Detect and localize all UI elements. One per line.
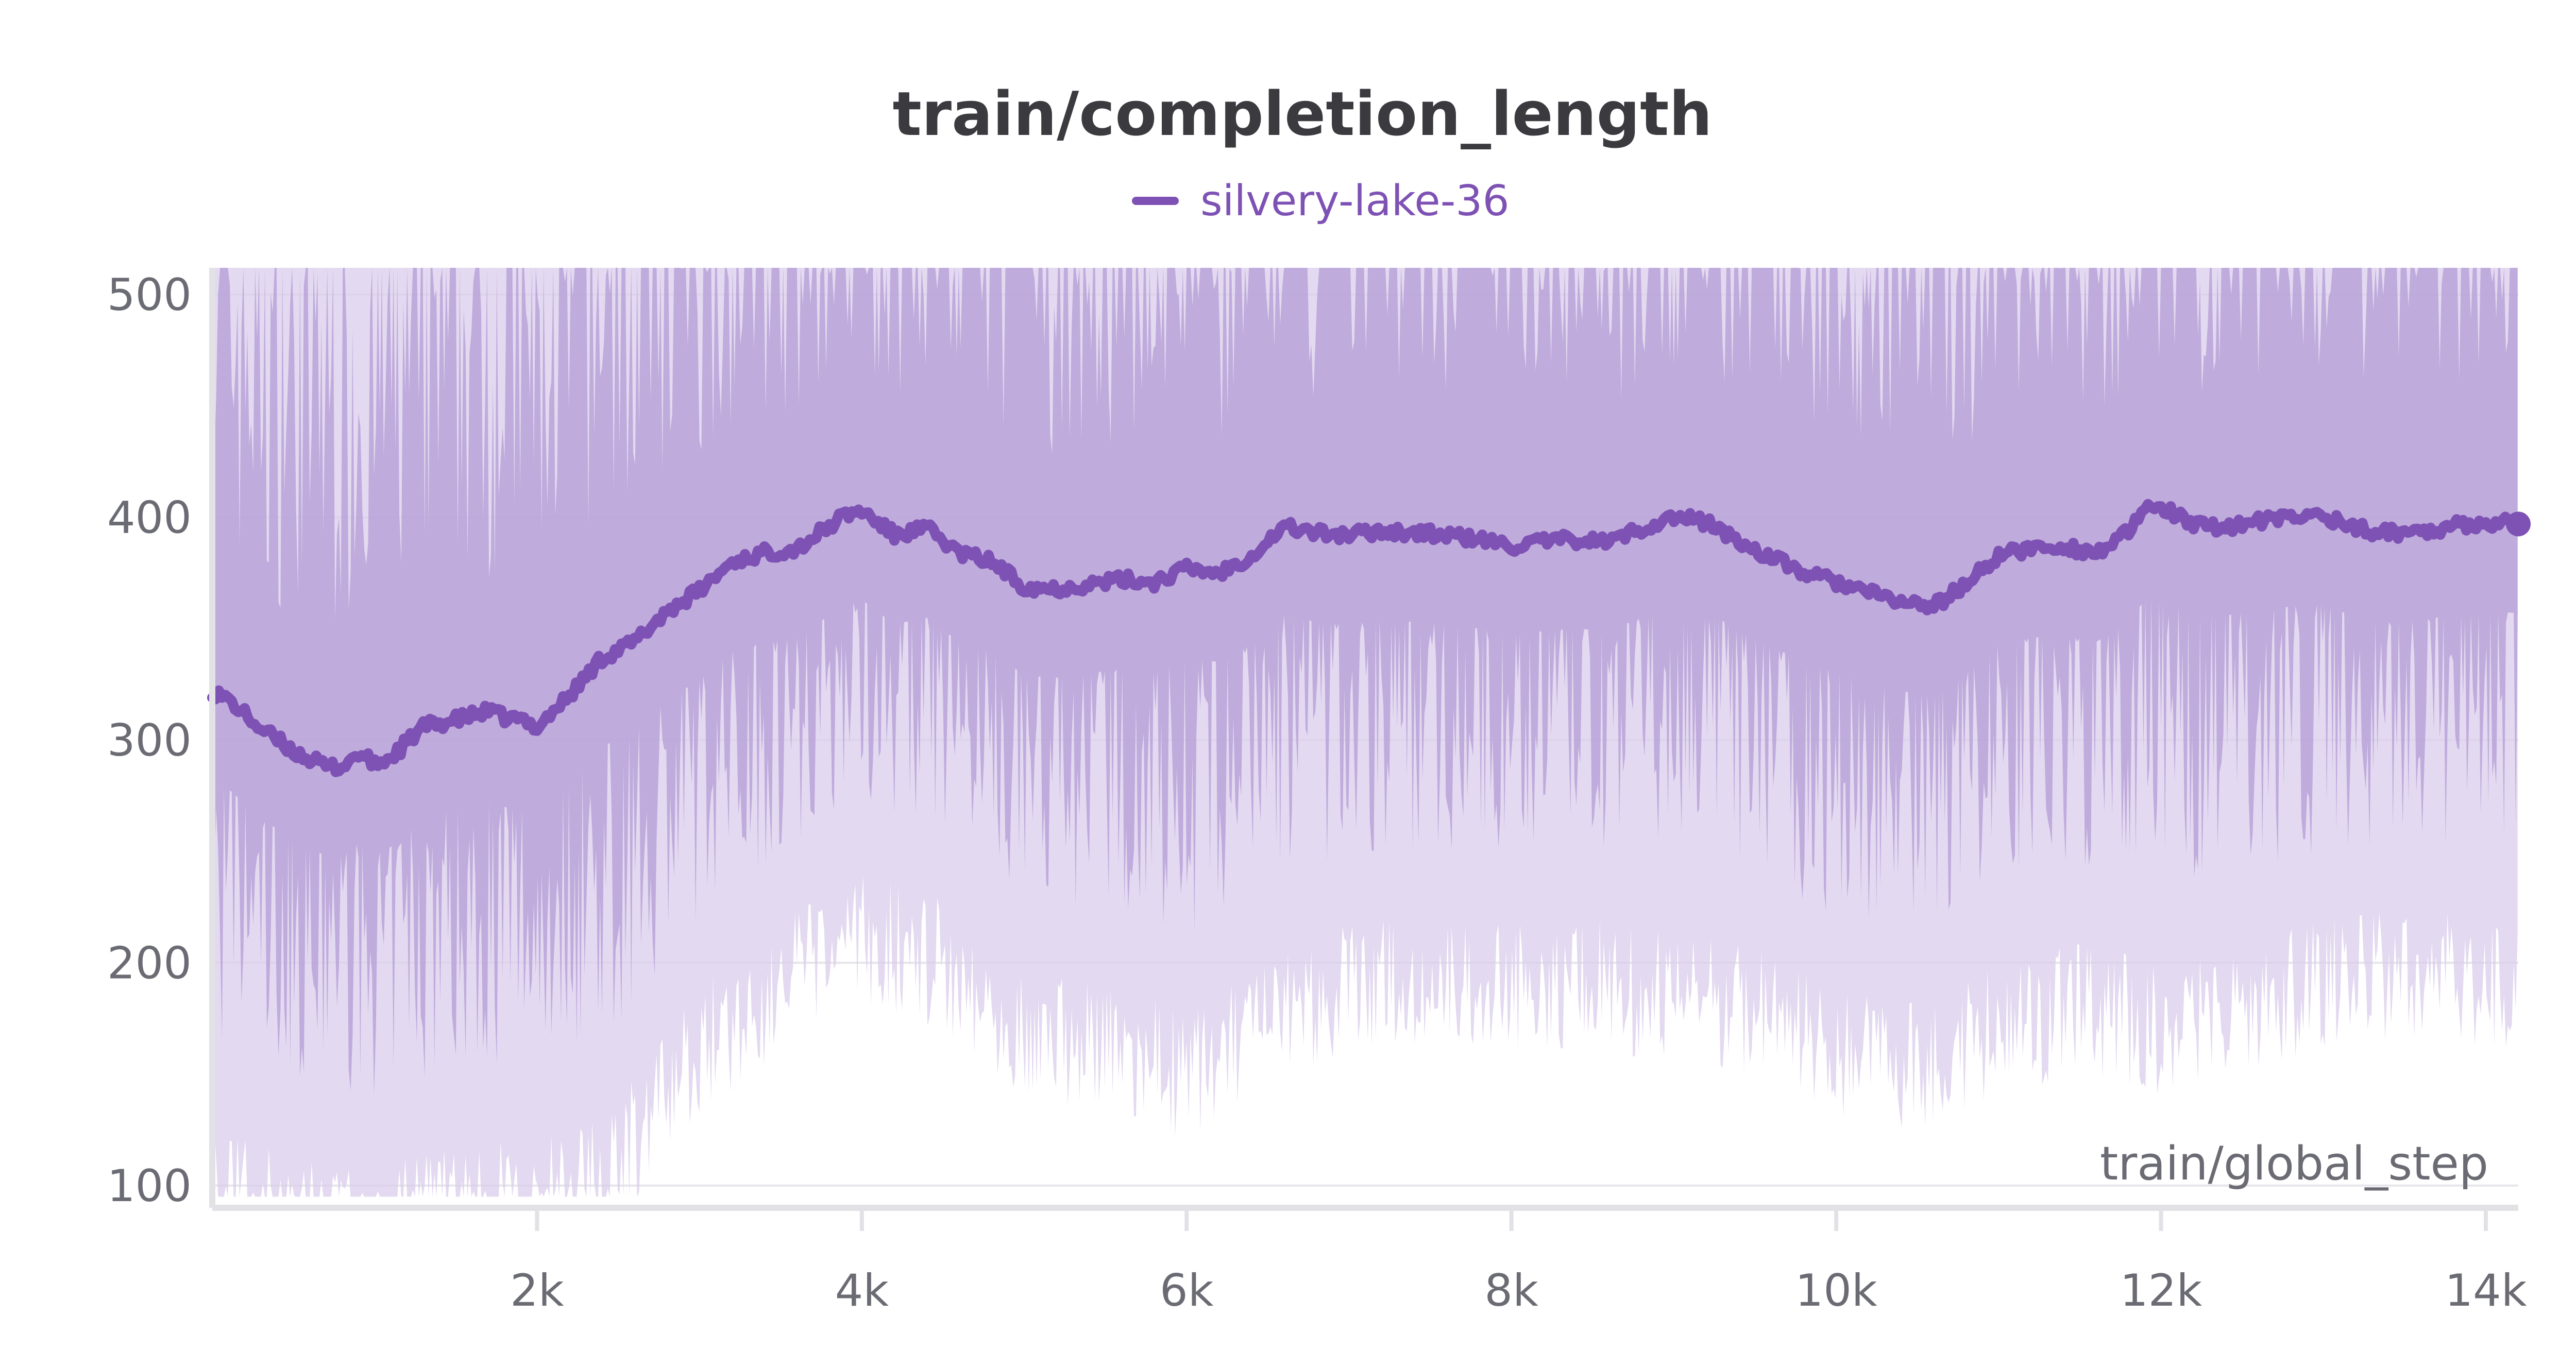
x-tick-label-10k: 10k (1795, 1265, 1877, 1316)
x-tick-label-4k: 4k (835, 1265, 889, 1316)
x-tick-label-12k: 12k (2120, 1265, 2202, 1316)
x-tick-label-6k: 6k (1160, 1265, 1214, 1316)
y-tick-label-200: 200 (107, 937, 192, 989)
y-tick-label-400: 400 (107, 492, 192, 543)
x-tick-label-14k: 14k (2445, 1265, 2527, 1316)
series-endpoint-marker[interactable] (2506, 511, 2531, 537)
y-tick-label-500: 500 (107, 269, 192, 321)
y-axis-ticks: 100 200 300 400 500 (107, 269, 192, 1212)
axes (209, 268, 2518, 1211)
legend-label-silvery-lake-36: silvery-lake-36 (1200, 177, 1510, 226)
y-tick-label-300: 300 (107, 715, 192, 766)
x-axis-ticks: 2k 4k 6k 8k 10k 12k 14k (510, 1208, 2527, 1316)
x-tick-label-8k: 8k (1484, 1265, 1538, 1316)
x-tick-label-2k: 2k (510, 1265, 564, 1316)
raw-value-band (212, 268, 2518, 1095)
x-axis-label: train/global_step (2100, 1137, 2488, 1191)
chart-title: train/completion_length (893, 78, 1713, 149)
y-tick-label-100: 100 (107, 1160, 192, 1212)
series-line-silvery-lake-36[interactable] (207, 499, 2523, 777)
series-layer[interactable] (207, 499, 2531, 777)
legend[interactable]: silvery-lake-36 (1132, 177, 1510, 226)
raw-range-band (212, 268, 2518, 1197)
